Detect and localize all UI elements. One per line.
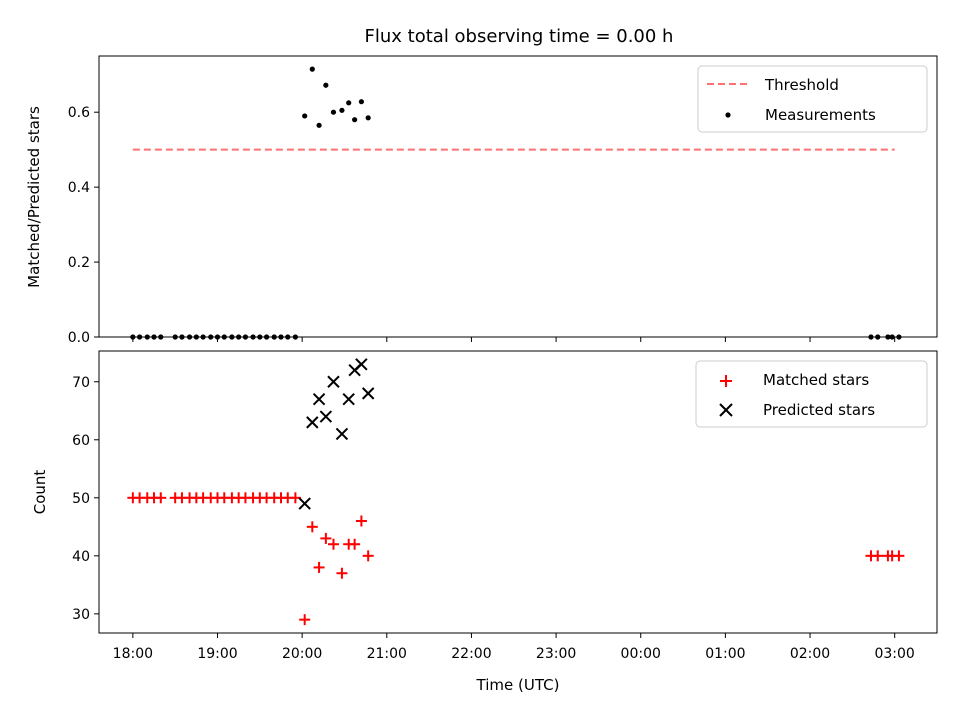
top-y-tick-label: 0.4 (68, 180, 90, 196)
legend-threshold-label: Threshold (764, 76, 839, 94)
matched-star-point (349, 538, 361, 550)
matched-star-point (289, 492, 301, 504)
measurement-point (330, 109, 337, 115)
bottom-y-tick-label: 30 (72, 607, 90, 623)
top-legend: Threshold Measurements (697, 65, 928, 133)
predicted-star-point (298, 497, 311, 510)
predicted-star-point (355, 358, 368, 371)
top-legend-box (697, 65, 928, 133)
chart-title: Flux total observing time = 0.00 h (365, 26, 674, 47)
matched-star-point (355, 515, 367, 527)
matched-star-point (155, 492, 167, 504)
top-y-axis-label: Matched/Predicted stars (25, 106, 43, 288)
predicted-star-point (319, 410, 333, 423)
x-axis-label: Time (UTC) (476, 676, 560, 694)
matched-star-point (893, 550, 905, 562)
bottom-x-tick-label: 02:00 (790, 646, 830, 662)
bottom-x-tick-label: 21:00 (367, 646, 407, 662)
bottom-x-tick-label: 01:00 (705, 646, 745, 662)
legend-predicted-swatch (719, 403, 733, 417)
bottom-panel: 30 40 50 60 70 18:00 19:00 20:00 21:00 22:00 23:0… (31, 350, 938, 694)
bottom-x-tick-label: 22:00 (451, 646, 491, 662)
measurement-point (358, 99, 365, 105)
predicted-star-point (342, 392, 355, 406)
bottom-legend-box (695, 360, 928, 428)
bottom-x-tick-label: 00:00 (621, 646, 661, 662)
measurement-point (339, 107, 345, 113)
legend-measurements-swatch (725, 112, 731, 118)
top-panel: 0.0 0.2 0.4 0.6 Matched/Predicted stars Thr… (25, 55, 938, 346)
bottom-plot-marks (127, 358, 905, 626)
legend-matched-label: Matched stars (763, 371, 869, 389)
top-axes-frame (98, 55, 938, 338)
legend-measurements-label: Measurements (765, 106, 876, 124)
bottom-x-tick-label: 18:00 (113, 646, 153, 662)
bottom-x-tick-label: 20:00 (282, 646, 322, 662)
bottom-x-tick-label: 03:00 (874, 646, 914, 662)
predicted-star-point (306, 416, 319, 429)
predicted-star-point (327, 375, 340, 388)
bottom-y-axis-label: Count (31, 470, 49, 515)
measurement-point (346, 100, 352, 106)
bottom-y-axis-ticks: 30 40 50 60 70 (72, 375, 99, 623)
matched-star-point (336, 567, 348, 579)
bottom-x-axis-ticks: 18:00 19:00 20:00 21:00 22:00 23:00 00:00 01:00… (113, 633, 915, 662)
bottom-legend: Matched stars Predicted stars (695, 360, 928, 428)
top-y-tick-label: 0.0 (68, 330, 90, 346)
bottom-y-tick-label: 70 (72, 375, 90, 391)
bottom-x-tick-label: 19:00 (197, 646, 237, 662)
bottom-y-tick-label: 50 (72, 491, 90, 507)
matched-star-point (872, 550, 884, 562)
matched-star-point (313, 561, 325, 573)
top-y-tick-label: 0.2 (68, 255, 90, 271)
measurement-point (352, 117, 358, 123)
predicted-star-point (335, 427, 349, 441)
bottom-axes-frame (98, 350, 938, 634)
measurement-point (365, 115, 371, 121)
measurement-point (302, 113, 308, 119)
matched-star-point (362, 550, 374, 562)
legend-matched-swatch (720, 375, 732, 387)
bottom-y-tick-label: 60 (72, 433, 90, 449)
legend-predicted-label: Predicted stars (763, 401, 875, 419)
measurement-point (316, 122, 322, 128)
matched-star-point (320, 532, 332, 544)
top-y-axis-ticks: 0.0 0.2 0.4 0.6 (68, 105, 99, 346)
bottom-y-tick-label: 40 (72, 549, 90, 565)
predicted-star-point (361, 387, 375, 400)
measurement-point (309, 66, 315, 72)
bottom-x-tick-label: 23:00 (536, 646, 576, 662)
matched-star-point (327, 538, 339, 550)
top-y-tick-label: 0.6 (68, 105, 90, 121)
matched-star-point (299, 614, 311, 626)
measurement-point (323, 82, 329, 88)
predicted-star-point (312, 392, 326, 406)
top-x-axis-ticks (132, 337, 896, 342)
matched-star-point (306, 521, 318, 533)
